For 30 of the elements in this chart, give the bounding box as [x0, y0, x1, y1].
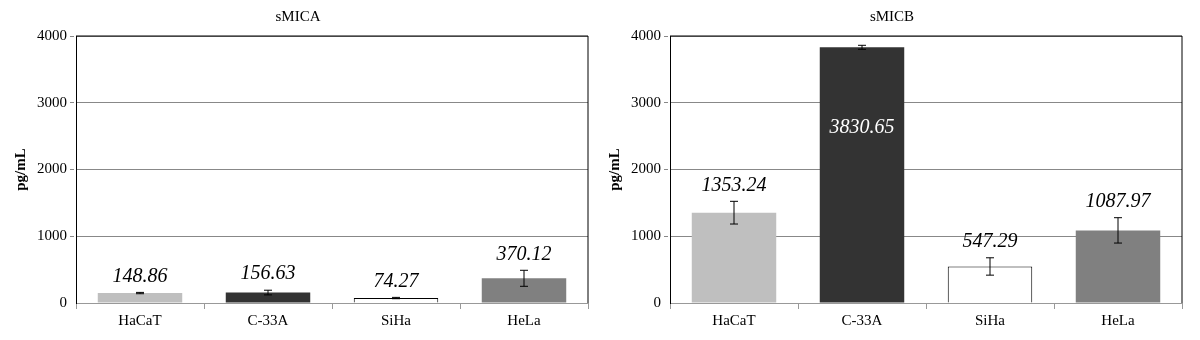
x-tick-label: SiHa	[381, 311, 412, 328]
x-tick-label: SiHa	[975, 311, 1006, 328]
y-axis-title: pg/mL	[605, 148, 622, 191]
x-tick-label: C-33A	[841, 311, 883, 328]
data-label: 370.12	[495, 241, 552, 264]
data-label: 156.63	[240, 261, 296, 284]
data-label: 1087.97	[1085, 188, 1152, 211]
x-tick-label: HaCaT	[118, 311, 162, 328]
y-tick-label: 4000	[631, 26, 661, 43]
chart-title: sMICA	[275, 7, 321, 24]
y-tick-label: 0	[59, 293, 67, 310]
data-label: 3830.65	[828, 114, 895, 137]
data-label: 148.86	[112, 263, 168, 286]
x-tick-label: C-33A	[247, 311, 289, 328]
data-label: 1353.24	[701, 172, 767, 195]
y-tick-label: 4000	[37, 26, 67, 43]
y-tick-label: 1000	[37, 227, 67, 244]
y-tick-label: 2000	[37, 160, 67, 177]
y-tick-label: 0	[653, 293, 661, 310]
y-tick-label: 3000	[631, 93, 661, 110]
x-tick-label: HaCaT	[712, 311, 756, 328]
data-label: 74.27	[373, 268, 420, 291]
y-tick-label: 1000	[631, 227, 661, 244]
x-tick-label: HeLa	[507, 311, 541, 328]
y-tick-label: 3000	[37, 93, 67, 110]
y-tick-label: 2000	[631, 160, 661, 177]
chart-title: sMICB	[869, 7, 915, 24]
x-tick-label: HeLa	[1101, 311, 1135, 328]
data-label: 547.29	[962, 229, 1018, 252]
y-axis-title: pg/mL	[11, 148, 28, 191]
